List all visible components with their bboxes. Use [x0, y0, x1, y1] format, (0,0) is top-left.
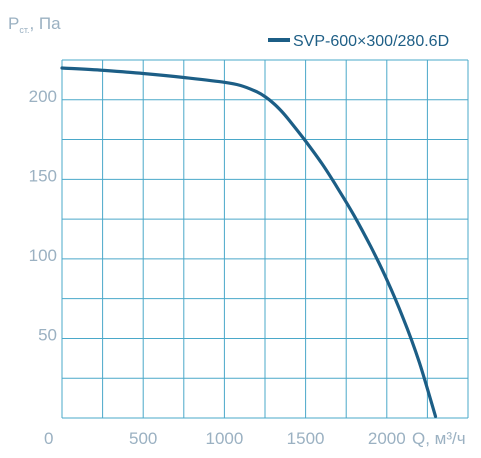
y-tick-label: 200 — [29, 87, 57, 106]
y-tick-label: 100 — [29, 246, 57, 265]
y-tick-label: 150 — [29, 166, 57, 185]
x-tick-label: 1000 — [205, 429, 243, 448]
x-tick-label: 2000 — [368, 429, 406, 448]
y-axis-title: Pст., Па — [8, 14, 61, 35]
legend: SVP-600×300/280.6D — [268, 33, 449, 50]
x-tick-label: 500 — [129, 429, 157, 448]
x-tick-label: 0 — [44, 429, 53, 448]
y-axis-title-main: P — [8, 14, 19, 33]
series-curve-group — [60, 66, 438, 418]
grid — [61, 59, 469, 419]
legend-label: SVP-600×300/280.6D — [293, 33, 449, 50]
y-axis-title-unit: , Па — [29, 14, 61, 33]
x-tick-labels: 0 500 1000 1500 2000 — [44, 429, 406, 448]
y-tick-label: 50 — [38, 325, 57, 344]
y-axis-title-subscript: ст. — [19, 25, 29, 35]
x-axis-title: Q, м³/ч — [412, 429, 466, 448]
series-line — [60, 66, 438, 418]
y-tick-labels: 50 100 150 200 — [29, 87, 57, 345]
x-tick-label: 1500 — [287, 429, 325, 448]
